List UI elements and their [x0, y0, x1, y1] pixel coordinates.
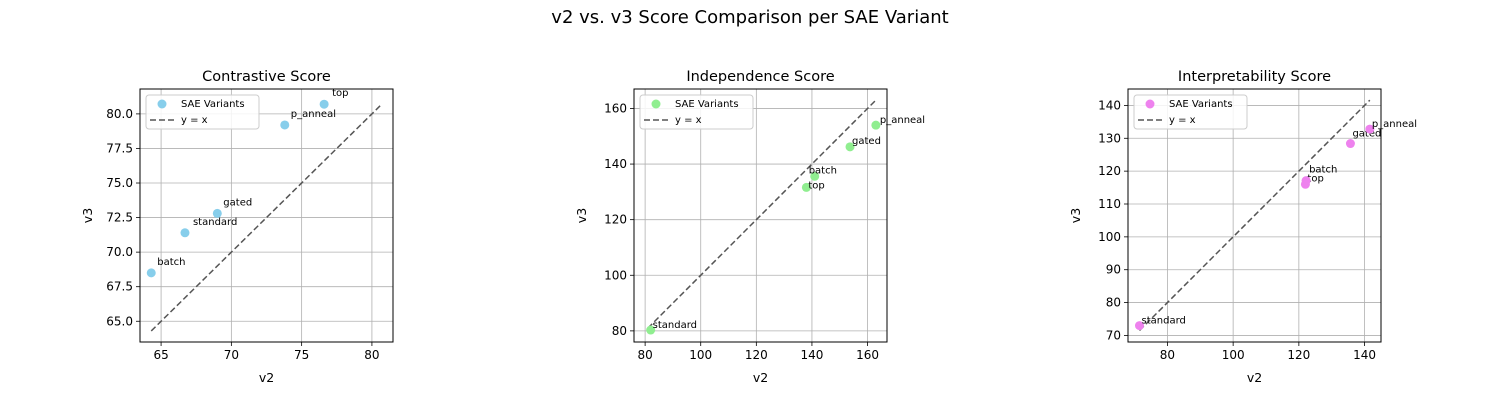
chart-3: 80 100 120 140 70 80 90 100 110 120 130 140 standard…	[1068, 69, 1417, 385]
legend-label-line: y = x	[1169, 115, 1196, 126]
y-tick-label: 130	[1098, 131, 1121, 145]
data-point-p_anneal	[871, 120, 881, 130]
x-axis-label: v2	[753, 370, 768, 385]
data-point-batch	[1301, 176, 1311, 186]
x-tick-label: 100	[689, 348, 712, 362]
x-tick-label: 70	[224, 348, 239, 362]
point-label-p_anneal: p_anneal	[1372, 119, 1417, 130]
y-tick-label: 72.5	[106, 211, 133, 225]
y-tick-label: 120	[1098, 164, 1121, 178]
data-point-top	[801, 182, 811, 192]
x-tick-label: 65	[153, 348, 168, 362]
y-tick-label: 70	[1106, 328, 1121, 342]
chart-2: 80 100 120 140 160 80 100 120 140 160 standard top b…	[574, 69, 925, 385]
y-tick-label: 80	[1106, 296, 1121, 310]
point-label-top: top	[1307, 173, 1323, 184]
legend-marker-points	[157, 99, 167, 109]
y-axis-label: v3	[80, 208, 95, 223]
legend-label-points: SAE Variants	[181, 99, 245, 110]
x-tick-label: 100	[1222, 348, 1245, 362]
y-tick-label: 90	[1106, 263, 1121, 277]
x-tick-label: 120	[1287, 348, 1310, 362]
x-axis-label: v2	[1247, 370, 1262, 385]
y-tick-label: 70.0	[106, 245, 133, 259]
legend: SAE Variants y = x	[145, 94, 260, 130]
data-point-standard	[646, 325, 656, 335]
legend-label-line: y = x	[675, 115, 702, 126]
x-tick-label: 140	[1353, 348, 1376, 362]
x-tick-label: 120	[745, 348, 768, 362]
data-point-batch	[810, 171, 820, 181]
y-axis-label: v3	[574, 208, 589, 223]
plot-frame	[139, 88, 394, 343]
point-label-batch: batch	[809, 165, 837, 176]
data-point-p_anneal	[280, 120, 290, 130]
data-point-standard	[1135, 321, 1144, 331]
y-tick-label: 140	[604, 157, 627, 171]
data-point-gated	[212, 208, 222, 218]
chart-1: 65 70 75 80 65.0 67.5 70.0 72.5 75.0 77.5 80.0 batc…	[80, 69, 394, 385]
point-label-p_anneal: p_anneal	[291, 109, 336, 120]
x-tick-label: 140	[800, 348, 823, 362]
y-tick-label: 120	[604, 213, 627, 227]
y-tick-label: 65.0	[106, 314, 133, 328]
y-tick-label: 110	[1098, 197, 1121, 211]
identity-line	[1138, 99, 1371, 332]
y-tick-label: 100	[1098, 230, 1121, 244]
point-label-standard: standard	[653, 320, 697, 331]
x-tick-label: 80	[1160, 348, 1175, 362]
point-label-top: top	[332, 88, 348, 99]
y-tick-label: 140	[1098, 98, 1121, 112]
point-label-gated: gated	[1352, 129, 1381, 140]
point-label-batch: batch	[1309, 165, 1337, 176]
legend-marker-points	[1145, 99, 1155, 109]
chart-title: Interpretability Score	[1178, 69, 1331, 85]
data-point-standard	[180, 228, 190, 238]
y-tick-label: 160	[604, 101, 627, 115]
point-label-batch: batch	[157, 257, 185, 268]
data-point-p_anneal	[1365, 124, 1375, 134]
legend-label-line: y = x	[181, 115, 208, 126]
data-point-top	[319, 99, 329, 109]
point-label-standard: standard	[193, 217, 237, 228]
x-tick-label: 80	[364, 348, 379, 362]
x-axis-label: v2	[259, 370, 274, 385]
data-point-gated	[845, 142, 855, 152]
chart-title: Contrastive Score	[202, 69, 331, 85]
y-tick-label: 80.0	[106, 107, 133, 121]
plot-frame	[633, 88, 888, 343]
y-tick-label: 67.5	[106, 280, 133, 294]
x-tick-label: 80	[637, 348, 652, 362]
chart-title: Independence Score	[686, 69, 834, 85]
x-tick-label: 75	[294, 348, 309, 362]
x-tick-label: 160	[856, 348, 879, 362]
y-tick-label: 80	[612, 324, 627, 338]
y-tick-label: 100	[604, 268, 627, 282]
identity-line	[647, 99, 877, 329]
legend-label-points: SAE Variants	[1169, 99, 1233, 110]
legend-box	[145, 94, 260, 130]
point-label-gated: gated	[852, 136, 881, 147]
y-tick-label: 77.5	[106, 141, 133, 155]
y-axis-label: v3	[1068, 208, 1083, 223]
data-point-batch	[146, 268, 156, 278]
legend-box	[639, 94, 754, 130]
y-tick-label: 75.0	[106, 176, 133, 190]
figure-suptitle: v2 vs. v3 Score Comparison per SAE Varia…	[551, 7, 948, 28]
legend-marker-points	[651, 99, 661, 109]
data-point-gated	[1345, 139, 1355, 149]
plot-frame	[1127, 88, 1382, 343]
legend: SAE Variants y = x	[1133, 94, 1248, 130]
legend-box	[1133, 94, 1248, 130]
legend-label-points: SAE Variants	[675, 99, 739, 110]
point-label-p_anneal: p_anneal	[880, 115, 925, 126]
point-label-gated: gated	[223, 197, 252, 208]
point-label-top: top	[808, 180, 824, 191]
legend: SAE Variants y = x	[639, 94, 754, 130]
point-label-standard: standard	[1142, 316, 1186, 327]
